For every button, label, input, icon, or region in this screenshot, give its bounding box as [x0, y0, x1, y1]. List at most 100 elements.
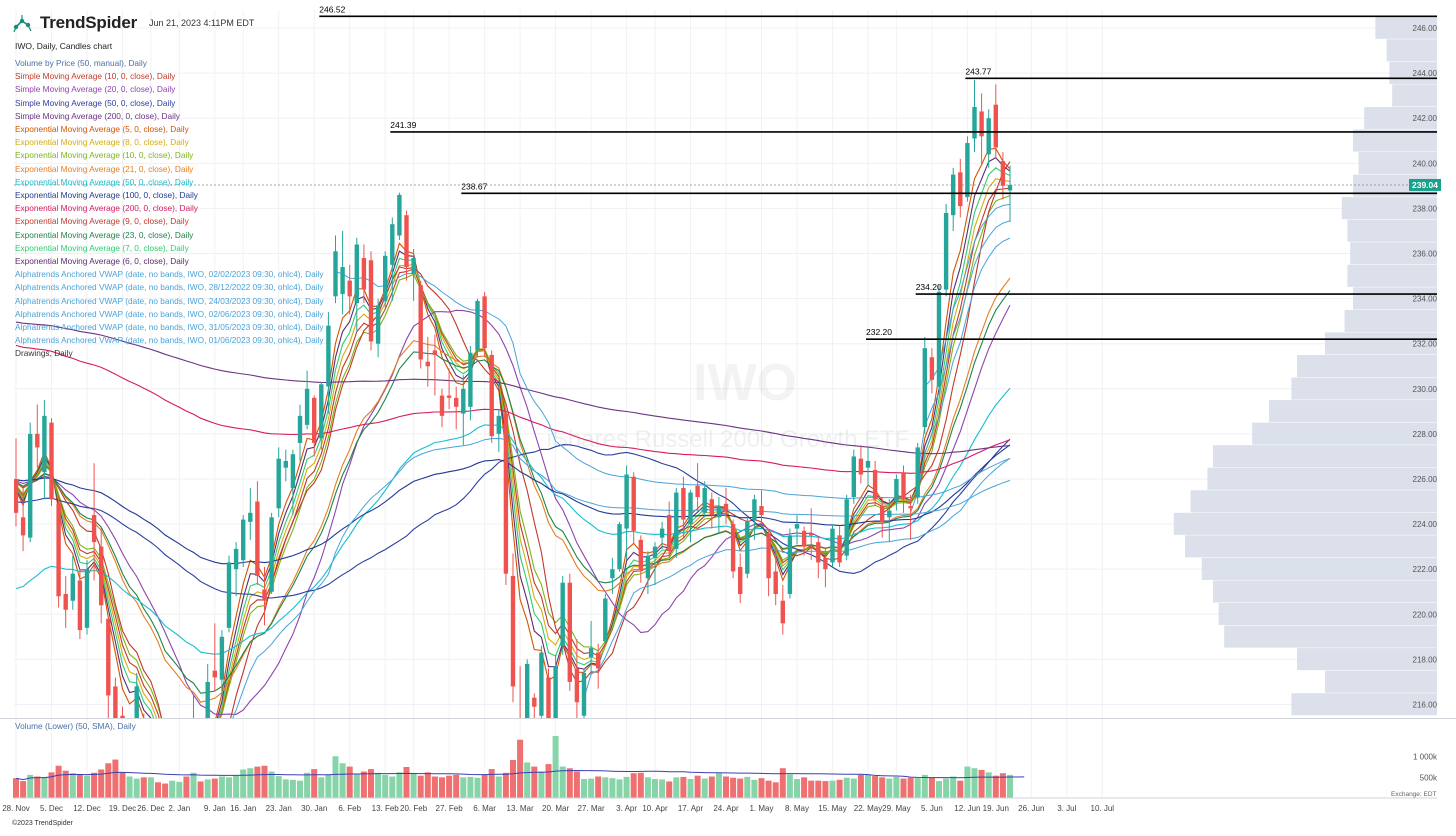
volume-bar	[396, 772, 403, 798]
candle-body	[255, 501, 260, 576]
candle-body	[645, 555, 651, 579]
legend-item[interactable]: Alphatrends Anchored VWAP (date, no band…	[15, 295, 324, 306]
ma-line	[15, 438, 1011, 599]
y-tick-label: 228.00	[1413, 430, 1438, 439]
volume-bar	[453, 774, 460, 798]
x-tick-label: 6. Mar	[473, 804, 496, 813]
candle-body	[525, 663, 530, 718]
legend-item[interactable]: Simple Moving Average (20, 0, close), Da…	[15, 84, 176, 95]
candle-body	[894, 478, 899, 502]
candle-body	[418, 285, 423, 360]
volume-bar	[808, 780, 815, 798]
vbp-bar	[1325, 670, 1437, 693]
volume-bar	[879, 777, 886, 798]
legend-item[interactable]: Exponential Moving Average (50, 0, close…	[15, 176, 194, 187]
x-tick-label: 19. Jun	[983, 804, 1009, 813]
legend-item[interactable]: Exponential Moving Average (100, 0, clos…	[15, 190, 198, 201]
legend-item[interactable]: Exponential Moving Average (8, 0, close)…	[15, 137, 189, 148]
x-tick-label: 5. Jun	[921, 804, 943, 813]
legend-item[interactable]: Exponential Moving Average (5, 0, close)…	[15, 124, 189, 135]
volume-bar	[417, 775, 424, 798]
legend-item[interactable]: Exponential Moving Average (23, 0, close…	[15, 229, 194, 240]
volume-bar	[843, 777, 850, 798]
candle-body	[667, 515, 672, 552]
volume-bar	[992, 775, 999, 798]
candle-body	[439, 395, 445, 416]
legend-item[interactable]: Alphatrends Anchored VWAP (date, no band…	[15, 282, 324, 293]
legend-item[interactable]: Alphatrends Anchored VWAP (date, no band…	[15, 335, 324, 346]
y-tick-label: 232.00	[1413, 340, 1438, 349]
volume-bar	[226, 777, 232, 798]
volume-bar	[48, 772, 55, 798]
vbp-bar	[1392, 84, 1437, 107]
vbp-bar	[1213, 445, 1437, 468]
volume-bar	[169, 780, 176, 798]
x-tick-label: 6. Feb	[338, 804, 361, 813]
volume-bar	[261, 765, 268, 798]
volume-bar	[566, 768, 573, 798]
ma-line	[15, 304, 1011, 715]
candle-body	[262, 589, 267, 601]
candle-body	[546, 677, 551, 718]
x-tick-label: 2. Jan	[168, 804, 190, 813]
vwap-line	[917, 220, 1011, 473]
candle-body	[659, 528, 665, 538]
candle-body	[603, 598, 608, 642]
legend-item[interactable]: Exponential Moving Average (200, 0, clos…	[15, 203, 198, 214]
candle-body	[588, 648, 594, 658]
candle-body	[77, 580, 83, 631]
legend-item[interactable]: Alphatrends Anchored VWAP (date, no band…	[15, 322, 324, 333]
candle-body	[319, 384, 324, 439]
legend-item[interactable]: Alphatrends Anchored VWAP (date, no band…	[15, 308, 324, 319]
volume-bar	[950, 776, 957, 798]
volume-bar	[850, 778, 857, 798]
ma-line	[15, 444, 1011, 565]
volume-bar	[765, 780, 772, 798]
legend-item[interactable]: Exponential Moving Average (10, 0, close…	[15, 150, 194, 161]
watermark-name: iShares Russell 2000 Growth ETF	[547, 426, 910, 453]
volume-bar	[495, 776, 502, 798]
legend-item[interactable]: Volume by Price (50, manual), Daily	[15, 58, 147, 68]
legend-item[interactable]: Simple Moving Average (50, 0, close), Da…	[15, 97, 176, 108]
candle-body	[383, 255, 388, 301]
legend-item[interactable]: Exponential Moving Average (9, 0, close)…	[15, 216, 189, 227]
legend-item[interactable]: Alphatrends Anchored VWAP (date, no band…	[15, 269, 324, 280]
volume-bar	[865, 774, 871, 798]
candle-body	[581, 672, 587, 716]
x-tick-label: 27. Mar	[578, 804, 605, 813]
candle-body	[872, 469, 878, 500]
volume-bar	[957, 780, 964, 798]
candle-body	[142, 718, 146, 759]
copyright: ©2023 TrendSpider	[12, 820, 73, 827]
ma-line	[15, 161, 1011, 718]
legend-item[interactable]: Exponential Moving Average (7, 0, close)…	[15, 242, 189, 253]
candle-body	[28, 433, 33, 538]
candle-body	[20, 517, 26, 536]
candle-body	[809, 533, 814, 536]
legend-item[interactable]: Exponential Moving Average (21, 0, close…	[15, 163, 194, 174]
candle-body	[368, 260, 374, 342]
candle-body	[695, 485, 700, 498]
candle-body	[631, 476, 636, 531]
symbol-line: IWO, Daily, Candles chart	[15, 41, 113, 51]
volume-bar	[460, 777, 467, 798]
candle-body	[887, 510, 892, 518]
legend-item[interactable]: Exponential Moving Average (6, 0, close)…	[15, 256, 189, 267]
x-tick-label: 3. Apr	[616, 804, 637, 813]
candle-body	[929, 357, 935, 380]
vbp-bar	[1347, 264, 1437, 287]
candle-body	[681, 488, 686, 520]
candle-body	[446, 395, 452, 398]
volume-bar	[559, 766, 566, 798]
vbp-bar	[1353, 129, 1437, 152]
legend-item[interactable]: Drawings, Daily	[15, 348, 73, 359]
volume-bar	[332, 756, 339, 798]
legend-item[interactable]: Simple Moving Average (200, 0, close), D…	[15, 110, 180, 121]
x-tick-label: 27. Feb	[436, 804, 464, 813]
vbp-bar	[1213, 580, 1437, 603]
legend-item[interactable]: Simple Moving Average (10, 0, close), Da…	[15, 71, 176, 82]
volume-bar	[872, 776, 879, 798]
volume-bar	[737, 778, 744, 798]
x-tick-label: 16. Jan	[230, 804, 256, 813]
